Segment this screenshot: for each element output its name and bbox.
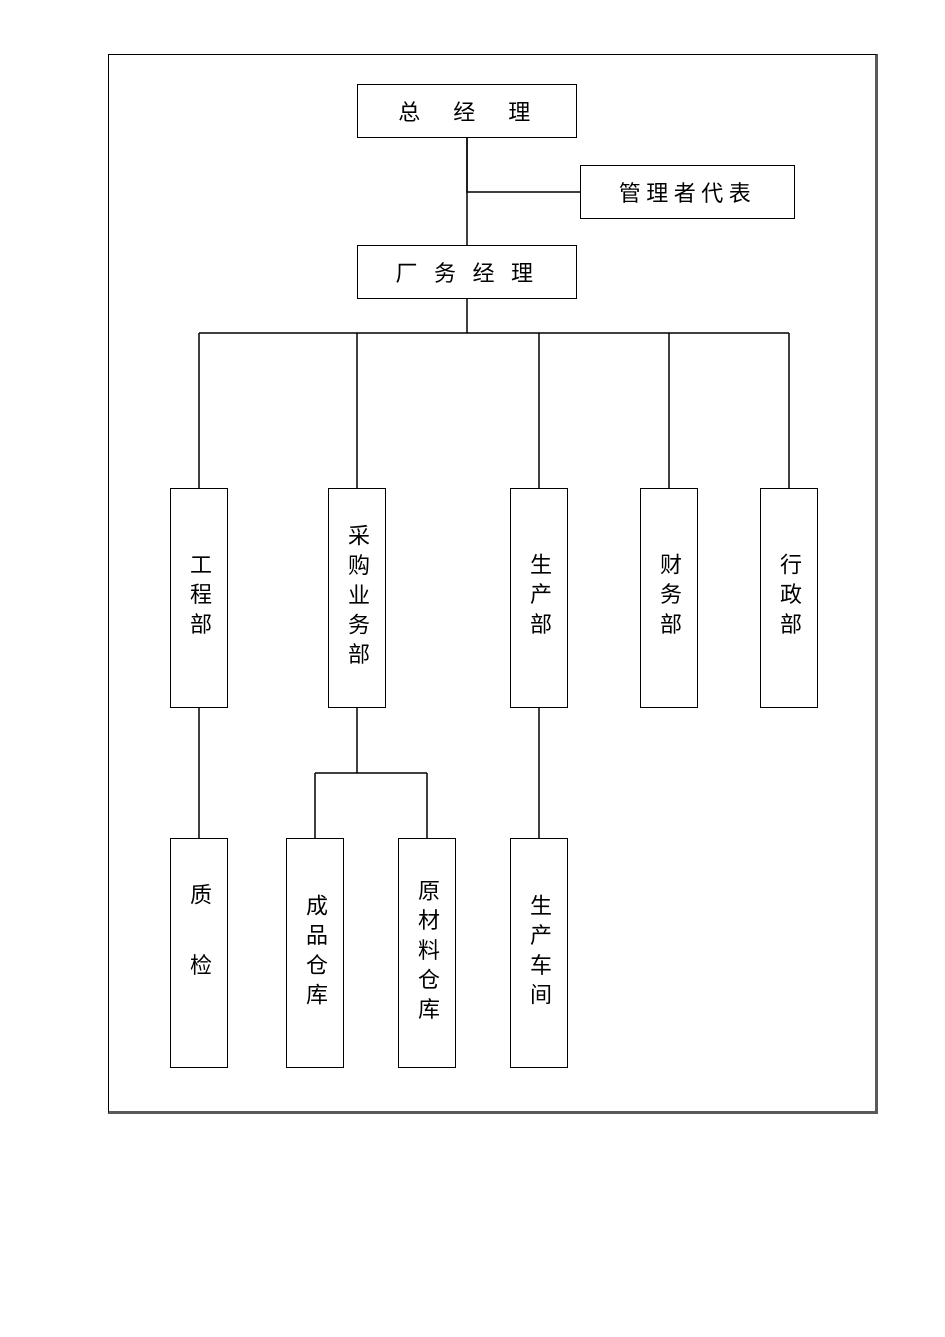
node-general-manager: 总 经 理 <box>357 84 577 138</box>
node-raw-material-wh: 原材料仓库 <box>398 838 456 1068</box>
node-engineering: 工程部 <box>170 488 228 708</box>
label-purchasing: 采购业务部 <box>341 524 373 673</box>
node-finished-goods-wh: 成品仓库 <box>286 838 344 1068</box>
node-management-rep: 管理者代表 <box>580 165 795 219</box>
label-finished-goods-wh: 成品仓库 <box>299 894 331 1013</box>
label-raw-material-wh: 原材料仓库 <box>411 879 443 1028</box>
label-qc: 质检 <box>183 883 215 1024</box>
label-admin: 行政部 <box>773 553 805 642</box>
label-management-rep: 管理者代表 <box>619 176 757 208</box>
label-finance: 财务部 <box>653 553 685 642</box>
label-general-manager: 总 经 理 <box>398 95 536 127</box>
label-production: 生产部 <box>523 553 555 642</box>
node-workshop: 生产车间 <box>510 838 568 1068</box>
node-factory-manager: 厂 务 经 理 <box>357 245 577 299</box>
node-qc: 质检 <box>170 838 228 1068</box>
node-purchasing: 采购业务部 <box>328 488 386 708</box>
node-admin: 行政部 <box>760 488 818 708</box>
node-production: 生产部 <box>510 488 568 708</box>
label-workshop: 生产车间 <box>523 894 555 1013</box>
label-engineering: 工程部 <box>183 553 215 642</box>
node-finance: 财务部 <box>640 488 698 708</box>
label-factory-manager: 厂 务 经 理 <box>395 256 538 288</box>
org-chart-canvas: 总 经 理 管理者代表 厂 务 经 理 工程部 采购业务部 生产部 财务部 行政… <box>0 0 945 1337</box>
